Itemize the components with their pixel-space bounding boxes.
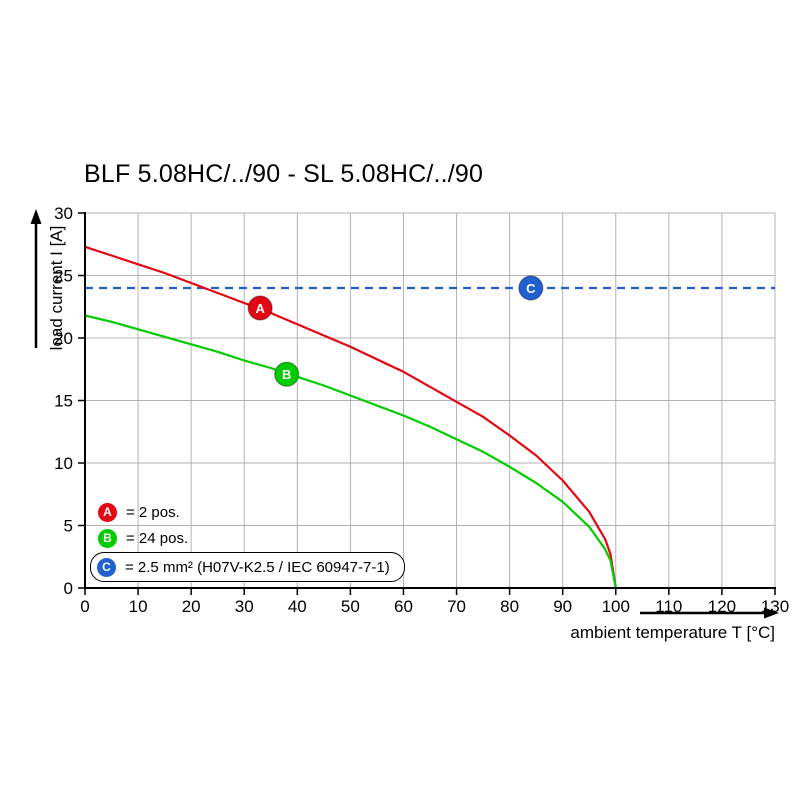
legend-label-a: = 2 pos.	[126, 503, 180, 521]
x-tick-label: 120	[708, 597, 736, 616]
marker-C-letter: C	[526, 281, 536, 296]
y-tick-label: 30	[54, 204, 73, 223]
y-axis-arrow	[30, 209, 42, 348]
x-tick-label: 70	[447, 597, 466, 616]
x-tick-label: 90	[553, 597, 572, 616]
marker-C-circle	[518, 275, 544, 301]
tick-labels: 0 10 20 30 40 50 60 70 80 90 100 110 120 130051015202…	[54, 204, 789, 616]
y-tick-label: 20	[54, 329, 73, 348]
x-tick-label: 40	[288, 597, 307, 616]
x-tick-label: 20	[182, 597, 201, 616]
x-tick-label: 60	[394, 597, 413, 616]
marker-A-letter: A	[255, 301, 265, 316]
marker-B-letter: B	[282, 367, 291, 382]
legend-item-b: B = 24 pos.	[98, 526, 405, 550]
curve-markers: A B C	[247, 275, 544, 387]
legend-item-c: C = 2.5 mm² (H07V-K2.5 / IEC 60947-7-1)	[90, 552, 405, 582]
legend-dot-A: A	[98, 502, 117, 522]
x-tick-label: 100	[602, 597, 630, 616]
marker-A-circle	[247, 295, 273, 321]
chart-title: BLF 5.08HC/../90 - SL 5.08HC/../90	[84, 160, 484, 188]
curve-group	[83, 245, 617, 590]
x-tick-label: 50	[341, 597, 360, 616]
y-tick-label: 10	[54, 454, 73, 473]
x-axis-label: ambient temperature T [°C]	[570, 623, 775, 642]
legend-dot-B: B	[98, 528, 117, 548]
legend-label-c: = 2.5 mm² (H07V-K2.5 / IEC 60947-7-1)	[125, 558, 390, 576]
x-tick-label: 10	[129, 597, 148, 616]
x-tick-label: 30	[235, 597, 254, 616]
marker-B-circle	[274, 361, 300, 387]
series-A-curve	[83, 245, 617, 590]
y-tick-label: 25	[54, 267, 73, 286]
y-tick-label: 15	[54, 392, 73, 411]
x-axis-arrow	[640, 607, 779, 619]
y-axis-label: load current I [A]	[47, 226, 66, 351]
legend-label-b: = 24 pos.	[126, 529, 189, 547]
y-tick-label: 5	[64, 517, 73, 536]
grid-lines	[85, 212, 776, 588]
tick-marks	[78, 212, 776, 595]
x-tick-label: 110	[655, 597, 682, 616]
legend-dot-C: C	[97, 557, 116, 577]
legend: A = 2 pos. B = 24 pos. C = 2.5 mm² (H07V…	[90, 500, 405, 582]
y-tick-label: 0	[64, 579, 73, 598]
series-B-curve	[83, 314, 617, 590]
x-tick-label: 0	[80, 597, 89, 616]
x-tick-label: 80	[500, 597, 519, 616]
legend-item-a: A = 2 pos.	[98, 500, 405, 524]
